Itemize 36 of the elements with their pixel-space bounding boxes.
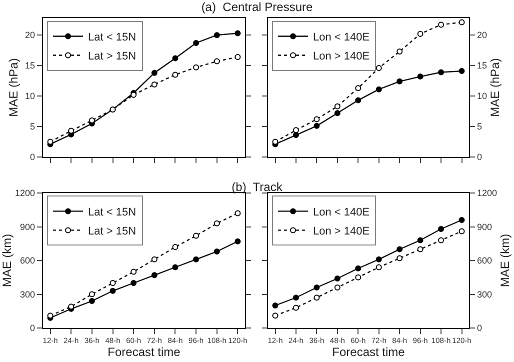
y-tick-label: 600 xyxy=(20,256,35,266)
legend-label: Lon > 140E xyxy=(313,225,370,238)
y-tick-label: 15 xyxy=(477,60,488,71)
y-axis-title: MAE (km) xyxy=(0,234,14,288)
y-tick-label: 900 xyxy=(477,222,492,232)
x-axis-title: Forecast time xyxy=(108,345,181,360)
y-axis-title: MAE (hPa) xyxy=(6,58,20,117)
x-axis-title: Forecast time xyxy=(332,345,406,360)
legend-label: Lat < 15N xyxy=(88,206,136,218)
y-tick-label: 0 xyxy=(477,323,482,334)
y-tick-label: 15 xyxy=(24,60,35,71)
legend-label: Lon < 140E xyxy=(313,206,370,218)
legend-label: Lat > 15N xyxy=(88,50,136,63)
y-tick-label: 20 xyxy=(24,30,35,40)
y-tick-label: 900 xyxy=(20,222,35,232)
y-tick-label: 0 xyxy=(30,323,35,334)
y-tick-label: 0 xyxy=(477,152,482,162)
y-axis-title: MAE (hPa) xyxy=(488,58,502,117)
chart-title: (b) Track xyxy=(232,180,282,194)
y-tick-label: 5 xyxy=(30,122,35,132)
y-tick-label: 5 xyxy=(477,122,482,132)
legend-label: Lat < 15N xyxy=(88,32,136,44)
y-tick-label: 10 xyxy=(24,91,35,102)
y-tick-label: 300 xyxy=(20,289,35,300)
y-axis-title: MAE (km) xyxy=(498,234,512,288)
y-tick-label: 20 xyxy=(477,30,488,40)
y-tick-label: 1200 xyxy=(14,188,35,198)
y-tick-label: 600 xyxy=(477,256,492,266)
legend-label: Lon < 140E xyxy=(313,32,370,44)
y-tick-label: 10 xyxy=(477,91,488,102)
chart-title: (a) Central Pressure xyxy=(200,0,314,14)
y-tick-label: 300 xyxy=(477,289,492,300)
legend-label: Lat > 15N xyxy=(88,225,136,238)
legend-label: Lon > 140E xyxy=(313,50,370,63)
y-tick-label: 1200 xyxy=(477,188,498,198)
y-tick-label: 0 xyxy=(30,152,35,162)
